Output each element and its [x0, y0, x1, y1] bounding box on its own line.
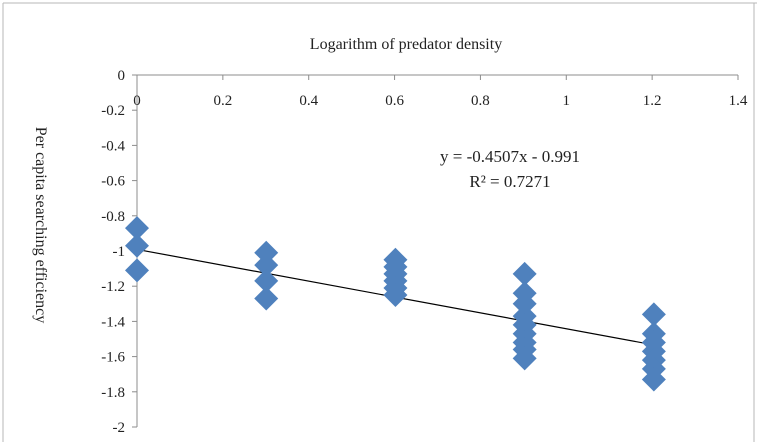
y-tick-label: -1.2	[101, 279, 125, 295]
x-tick-label: 0.8	[471, 93, 490, 109]
data-point	[641, 367, 666, 392]
y-tick-label: -1.8	[101, 385, 125, 401]
y-tick-label: -1	[113, 244, 126, 260]
data-point	[641, 302, 666, 327]
x-tick-label: 1.2	[643, 93, 662, 109]
x-tick-label: 1.4	[729, 93, 748, 109]
x-tick-label: 0.2	[213, 93, 232, 109]
x-tick-label: 1	[563, 93, 571, 109]
y-tick-label: -0.2	[101, 103, 125, 119]
x-tick-label: 0	[133, 93, 141, 109]
data-point	[125, 216, 149, 241]
data-point	[254, 286, 279, 311]
y-tick-label: -1.4	[101, 314, 125, 330]
data-point	[125, 233, 149, 258]
x-tick-label: 0.6	[385, 93, 404, 109]
y-tick-label: -1.6	[101, 350, 125, 366]
y-tick-label: -0.4	[101, 138, 125, 154]
data-point	[383, 283, 408, 307]
x-axis-title: Logarithm of predator density	[310, 36, 502, 53]
x-tick-label: 0.4	[299, 93, 318, 109]
data-point	[254, 268, 279, 293]
data-point	[254, 240, 279, 265]
data-point	[125, 258, 149, 283]
data-point	[512, 346, 537, 371]
data-point	[512, 291, 537, 316]
y-axis-title: Per capita searching efficiency	[32, 127, 49, 324]
y-tick-label: -0.8	[101, 209, 125, 225]
data-point	[254, 253, 279, 278]
y-tick-label: -0.6	[101, 174, 125, 190]
data-point	[512, 261, 537, 286]
trendline-equation: y = -0.4507x - 0.991	[440, 147, 580, 166]
y-tick-label: -2	[113, 420, 126, 436]
y-tick-label: 0	[118, 68, 126, 84]
trendline-r-squared: R² = 0.7271	[469, 172, 550, 191]
